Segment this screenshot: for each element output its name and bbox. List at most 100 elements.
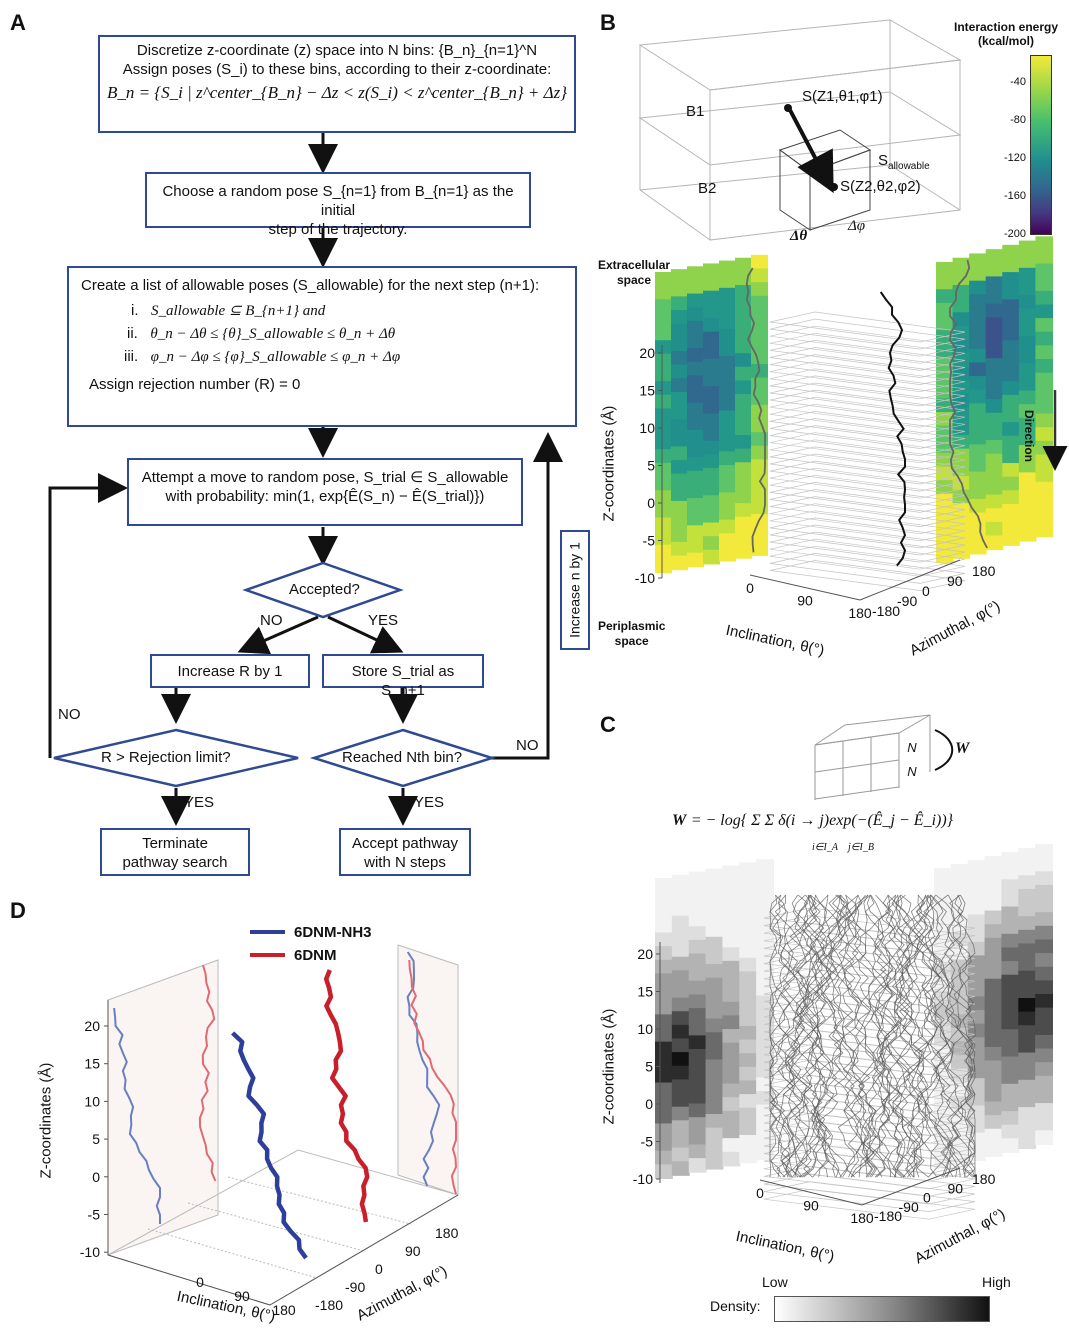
b-right-wall-cell xyxy=(1035,290,1053,306)
b-right-wall-cell xyxy=(1018,308,1037,324)
b-right-wall-cell xyxy=(1002,503,1020,519)
d-z-tick-label: 5 xyxy=(92,1131,100,1147)
c-trajectory xyxy=(870,894,923,1178)
c-left-wall-cell xyxy=(688,885,707,900)
c-left-wall-cell xyxy=(739,1012,758,1027)
c-left-wall-cell xyxy=(705,1114,724,1129)
c-left-wall-cell xyxy=(705,1086,724,1102)
b-right-wall-cell xyxy=(1002,408,1020,424)
c-cube-line xyxy=(814,759,900,773)
c-right-wall-cell xyxy=(984,1019,1003,1035)
c-left-wall-cell xyxy=(688,967,707,982)
b-right-wall-cell xyxy=(969,376,987,391)
c-right-wall-cell xyxy=(984,856,1003,871)
b-right-wall-cell xyxy=(985,317,1004,332)
c-left-wall-cell xyxy=(756,1063,774,1079)
b-grid-plane xyxy=(769,425,966,456)
c-left-wall-cell xyxy=(739,1107,758,1123)
c-incl-tick-label: 90 xyxy=(803,1198,819,1214)
c-grid-plane xyxy=(763,976,976,1007)
c-trajectory xyxy=(885,894,923,1178)
c-z-tick-label: 0 xyxy=(645,1096,653,1112)
c-left-wall-cell xyxy=(739,971,758,987)
c-right-wall-cell xyxy=(1001,1083,1020,1099)
accept-line2: with N steps xyxy=(364,854,446,871)
c-right-wall-cell xyxy=(1001,1042,1020,1058)
c-left-wall-cell xyxy=(705,1073,724,1088)
b-right-wall-cell xyxy=(952,257,971,273)
c-right-wall-cell xyxy=(1018,902,1037,918)
b-right-wall-cell xyxy=(969,444,987,459)
no-label-reached: NO xyxy=(516,737,539,754)
b-left-wall-cell xyxy=(719,506,736,521)
b-left-wall-cell xyxy=(655,340,672,355)
b-grid-plane xyxy=(769,560,966,591)
b-left-wall-cell xyxy=(655,490,672,505)
c-node-i: N xyxy=(907,740,917,755)
c-trajectory xyxy=(913,894,952,1178)
c-grid-plane xyxy=(763,968,976,1000)
c-grid-plane xyxy=(763,1181,976,1212)
c-right-wall-cell xyxy=(984,883,1003,898)
c-grid-plane xyxy=(763,938,976,969)
b-grid-plane xyxy=(769,517,966,549)
b-left-wall-cell xyxy=(655,353,672,369)
attempt-line2: with probability: min(1, exp{Ê(S_n) − Ê(… xyxy=(165,488,485,505)
allowable-rule-ii: ii. θ_n − Δθ ≤ {θ}_S_allowable ≤ θ_n + Δ… xyxy=(127,325,396,342)
c-right-wall-cell xyxy=(1035,953,1053,968)
b-left-wall-cell xyxy=(703,522,720,538)
b-right-wall-cell xyxy=(985,276,1004,292)
c-left-wall-cell xyxy=(705,964,724,979)
b-left-wall-cell xyxy=(703,427,720,442)
c-left-wall-cell xyxy=(671,1120,690,1135)
b-left-wall-cell xyxy=(719,342,736,358)
c-trajectory xyxy=(870,894,921,1178)
c-right-wall-cell xyxy=(1035,994,1053,1009)
yes-label-rejection: YES xyxy=(184,794,215,811)
c-right-wall-cell xyxy=(984,1142,1003,1157)
b-grid-plane xyxy=(769,482,966,513)
b-left-wall-cell xyxy=(687,361,704,377)
c-left-wall-cell xyxy=(688,1062,707,1078)
b-left-wall-cell xyxy=(655,462,672,478)
b-grid-plane xyxy=(769,311,966,343)
b-z-tick-label: -10 xyxy=(635,570,655,586)
b-left-wall-cell xyxy=(719,437,736,453)
b-left-wall-cell xyxy=(719,492,736,508)
d-azi-axis xyxy=(269,1194,459,1306)
b-left-wall-cell xyxy=(687,402,704,418)
d-incl-axis xyxy=(107,1254,271,1306)
c-left-wall-cell xyxy=(722,988,741,1003)
c-left-wall-cell xyxy=(705,1154,724,1170)
b-right-wall-cell xyxy=(969,321,987,337)
b-left-wall-cell xyxy=(655,312,672,328)
c-z-tick-label: 10 xyxy=(637,1021,653,1037)
b-right-wall-cell xyxy=(1035,413,1053,429)
b-grid-plane xyxy=(769,489,966,520)
b-left-wall-cell xyxy=(655,503,672,519)
c-right-wall-cell xyxy=(1001,947,1020,963)
b-right-wall-cell xyxy=(969,430,987,446)
c-trajectory xyxy=(774,895,827,1178)
b-left-wall-cell xyxy=(671,541,688,557)
b-left-wall-cell xyxy=(719,465,736,480)
b-right-wall-cell xyxy=(969,457,987,473)
b-left-wall-cell xyxy=(671,555,688,571)
c-right-wall-cell xyxy=(1018,1066,1037,1081)
c-left-wall-cell xyxy=(655,987,673,1002)
c-grid-plane xyxy=(763,1021,976,1053)
b-right-wall-cell xyxy=(936,262,954,277)
c-left-wall-cell xyxy=(705,1045,724,1061)
legend-6dnm-nh3: 6DNM-NH3 xyxy=(294,924,372,941)
discretize-line2: Assign poses (S_i) to these bins, accord… xyxy=(122,61,552,78)
c-left-wall-cell xyxy=(739,930,758,946)
c-left-wall-cell xyxy=(722,1110,741,1126)
b-grid-plane xyxy=(769,375,966,407)
b-right-wall-cell xyxy=(985,440,1004,455)
c-cube-line xyxy=(814,786,900,800)
b-grid-plane xyxy=(769,389,966,421)
c-right-wall-cell xyxy=(967,1146,986,1161)
b-right-wall-cell xyxy=(1035,263,1053,279)
c-grid-plane xyxy=(763,1166,976,1197)
